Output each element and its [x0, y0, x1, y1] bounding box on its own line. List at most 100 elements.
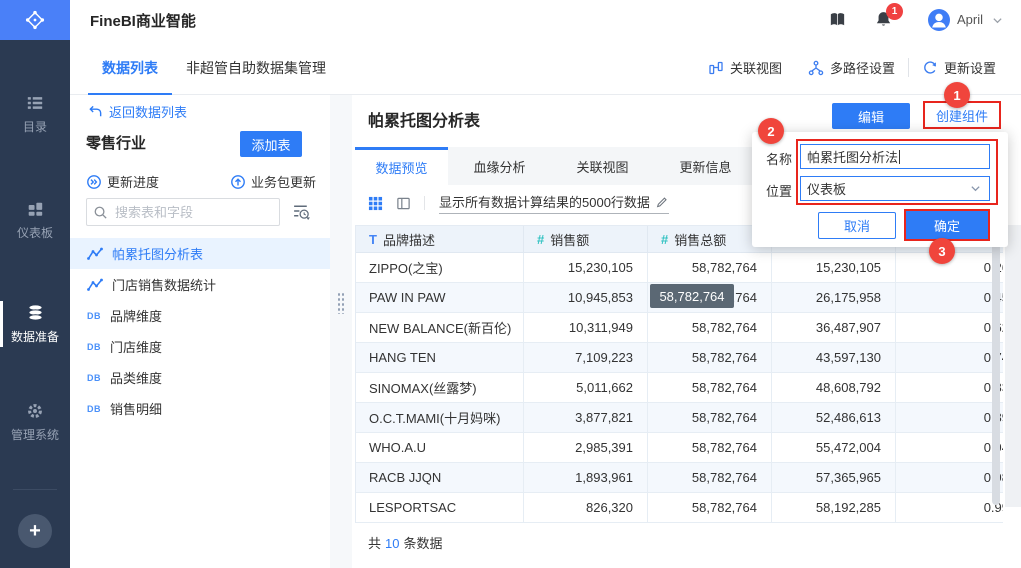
preview-tab-2[interactable]: 血缘分析	[473, 159, 526, 175]
user-name[interactable]: April	[957, 12, 984, 27]
gear-icon	[26, 402, 44, 420]
toolbar-item-label: 多路径设置	[829, 61, 895, 76]
table-cell: 58,782,764	[648, 493, 772, 523]
table-cell: 5,011,662	[524, 373, 648, 403]
column-header-label: 品牌描述	[382, 232, 435, 248]
table-cell: 0.99	[896, 493, 1003, 523]
cell-value-tooltip: 58,782,764	[650, 284, 734, 308]
help-doc-icon[interactable]	[828, 10, 847, 29]
edit-pencil-icon[interactable]	[655, 195, 669, 209]
text-type-icon: T	[369, 231, 377, 247]
toolbar-item-label: 关联视图	[729, 61, 782, 76]
update-progress-icon	[86, 174, 102, 190]
table-cell: 826,320	[524, 493, 648, 523]
back-to-data-list[interactable]: 返回数据列表	[88, 102, 187, 121]
column-header-2[interactable]: # 销售额	[524, 226, 648, 253]
update-row: 更新进度 业务包更新	[86, 172, 316, 191]
table-right-gutter	[1005, 225, 1021, 507]
table-cell: LESPORTSAC	[356, 493, 524, 523]
package-update-button[interactable]: 业务包更新	[230, 172, 316, 191]
table-cell: 48,608,792	[772, 373, 896, 403]
location-select[interactable]: 仪表板	[800, 176, 990, 201]
add-button[interactable]: +	[18, 514, 52, 548]
package-update-label: 业务包更新	[250, 175, 316, 190]
sidebar-item-1[interactable]: 目录	[0, 88, 70, 140]
app-title: FineBI商业智能	[90, 13, 196, 30]
table-cell: 7,109,223	[524, 343, 648, 373]
table-cell: 0.89	[896, 403, 1003, 433]
column-view-icon[interactable]	[396, 196, 411, 211]
table-cell: PAW IN PAW	[356, 283, 524, 313]
table-list-item-2[interactable]: 门店销售数据统计	[70, 269, 330, 300]
relation-view-button[interactable]: 关联视图	[695, 58, 795, 77]
table-row-5: SINOMAX(丝露梦) 5,011,662 58,782,764 48,608,79…	[356, 373, 1003, 403]
left-rail: 目录仪表板数据准备管理系统 +	[0, 0, 70, 568]
panel-drag-handle[interactable]	[337, 292, 345, 314]
column-header-label: 销售额	[550, 232, 590, 248]
table-cell: 58,782,764	[648, 403, 772, 433]
number-type-icon: #	[537, 231, 545, 247]
preview-tab-4[interactable]: 更新信息	[679, 159, 732, 175]
footer-suffix: 条数据	[403, 536, 443, 551]
table-row-8: RACB JJQN1,893,96158,782,76457,365,9650.…	[356, 463, 1003, 493]
header-tab-2[interactable]: 非超管自助数据集管理	[186, 59, 326, 76]
database-icon	[26, 303, 45, 322]
vertical-scrollbar[interactable]	[992, 238, 1000, 505]
column-header-1[interactable]: T 品牌描述	[356, 226, 524, 253]
package-update-icon	[230, 174, 246, 190]
search-input[interactable]	[113, 203, 263, 221]
search-filter-icon[interactable]	[292, 202, 311, 221]
sidebar-item-2[interactable]: 仪表板	[0, 194, 70, 246]
catalog-icon	[26, 94, 44, 112]
component-name-value: 帕累托图分析法	[807, 150, 899, 165]
table-cell: 36,487,907	[772, 313, 896, 343]
location-value: 仪表板	[807, 182, 847, 197]
grid-view-icon[interactable]	[368, 196, 383, 211]
table-list: 帕累托图分析表门店销售数据统计 DB 品牌维度 DB 门店维度 DB 品类维度 DB 销售明细	[70, 238, 330, 424]
column-header-3[interactable]: # 销售总额	[648, 226, 772, 253]
multipath-button[interactable]: 多路径设置	[795, 58, 908, 77]
update-settings-button[interactable]: 更新设置	[907, 58, 1009, 77]
confirm-button[interactable]: 确定	[904, 209, 990, 241]
create-component-dialog: 名称 帕累托图分析法 位置 仪表板 取消 确定	[752, 132, 1008, 247]
table-cell: 10,945,853	[524, 283, 648, 313]
table-cell: 0.74	[896, 343, 1003, 373]
search-box	[86, 198, 280, 226]
table-cell: O.C.T.MAMI(十月妈咪)	[356, 403, 524, 433]
preview-tab-1[interactable]: 数据预览	[355, 147, 448, 185]
table-cell: 0.83	[896, 373, 1003, 403]
table-list-item-3[interactable]: DB 品牌维度	[70, 300, 330, 331]
table-cell: SINOMAX(丝露梦)	[356, 373, 524, 403]
table-cell: 15,230,105	[524, 253, 648, 283]
table-list-item-label: 帕累托图分析表	[112, 247, 204, 262]
preview-tab-3[interactable]: 关联视图	[576, 159, 629, 175]
table-list-item-1[interactable]: 帕累托图分析表	[70, 238, 330, 269]
create-component-button[interactable]: 创建组件	[923, 101, 1001, 129]
table-list-item-6[interactable]: DB 销售明细	[70, 393, 330, 424]
user-menu-chevron-icon[interactable]	[992, 15, 1003, 26]
table-list-item-4[interactable]: DB 门店维度	[70, 331, 330, 362]
table-cell: 58,782,764	[648, 253, 772, 283]
table-cell: 58,782,764	[648, 313, 772, 343]
update-progress-button[interactable]: 更新进度	[86, 172, 159, 191]
footer-prefix: 共	[368, 536, 382, 551]
app-logo[interactable]	[0, 0, 70, 40]
table-cell: 43,597,130	[772, 343, 896, 373]
component-name-input[interactable]: 帕累托图分析法	[800, 144, 990, 169]
table-cell: 0.98	[896, 463, 1003, 493]
text-caret	[899, 149, 901, 164]
add-table-button[interactable]: 添加表	[240, 131, 302, 157]
table-cell: 58,782,764	[648, 463, 772, 493]
sidebar-item-label: 仪表板	[16, 225, 53, 240]
sidebar-item-3[interactable]: 数据准备	[0, 298, 70, 350]
cancel-button[interactable]: 取消	[818, 212, 896, 239]
step-annotation-3: 3	[929, 238, 955, 264]
edit-button[interactable]: 编辑	[832, 103, 910, 129]
table-cell: 0.94	[896, 433, 1003, 463]
sidebar-item-4[interactable]: 管理系统	[0, 396, 70, 448]
update-settings-icon	[922, 60, 938, 76]
table-list-item-5[interactable]: DB 品类维度	[70, 362, 330, 393]
header-tab-1[interactable]: 数据列表	[88, 40, 172, 96]
back-arrow-icon	[88, 104, 103, 119]
user-avatar[interactable]	[928, 9, 950, 31]
